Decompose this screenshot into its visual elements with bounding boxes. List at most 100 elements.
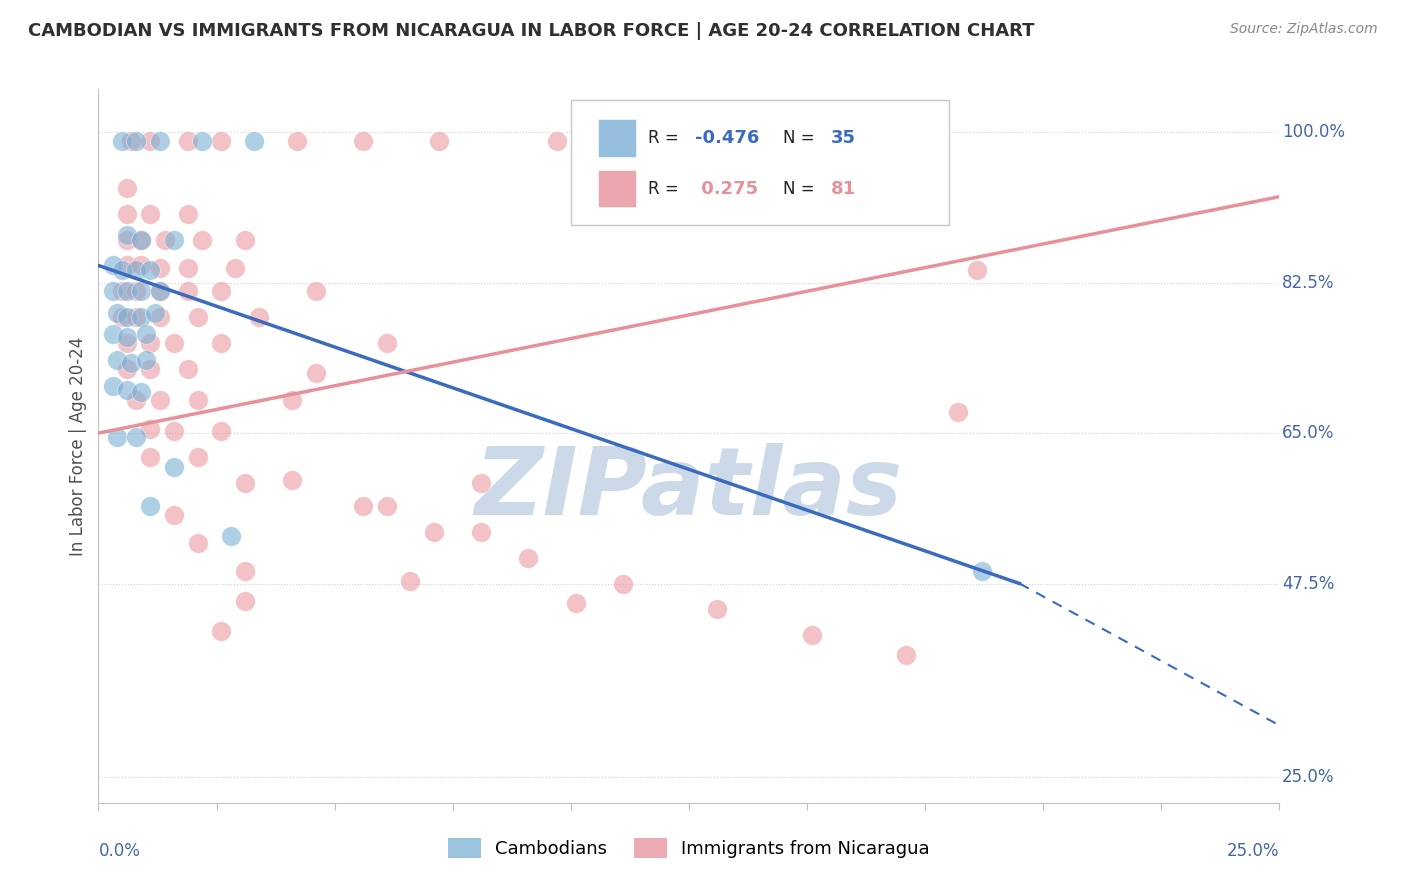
Y-axis label: In Labor Force | Age 20-24: In Labor Force | Age 20-24 — [69, 336, 87, 556]
Text: ZIPatlas: ZIPatlas — [475, 442, 903, 535]
Point — [125, 262, 148, 277]
Point — [163, 460, 186, 475]
Point — [966, 262, 988, 277]
Point — [121, 134, 143, 148]
FancyBboxPatch shape — [598, 120, 636, 157]
Point — [149, 134, 172, 148]
Point — [115, 383, 138, 397]
Point — [352, 134, 374, 148]
Point — [281, 393, 304, 408]
Point — [139, 134, 162, 148]
Point — [139, 262, 162, 277]
Point — [209, 624, 232, 638]
Point — [129, 233, 152, 247]
Point — [115, 310, 138, 324]
Point — [139, 450, 162, 465]
Text: N =: N = — [783, 129, 820, 147]
Point — [191, 233, 214, 247]
Point — [191, 134, 214, 148]
Point — [111, 262, 134, 277]
Text: 25.0%: 25.0% — [1282, 768, 1334, 786]
Point — [149, 285, 172, 299]
Point — [115, 181, 138, 195]
Point — [115, 233, 138, 247]
Text: N =: N = — [783, 180, 820, 198]
Point — [782, 134, 804, 148]
Point — [470, 524, 492, 539]
Point — [105, 353, 128, 368]
Point — [177, 285, 200, 299]
Point — [187, 393, 209, 408]
Point — [115, 361, 138, 376]
Text: R =: R = — [648, 180, 683, 198]
Point — [111, 285, 134, 299]
Point — [135, 353, 157, 368]
FancyBboxPatch shape — [598, 170, 636, 208]
Point — [101, 259, 124, 273]
Point — [612, 576, 634, 591]
Text: CAMBODIAN VS IMMIGRANTS FROM NICARAGUA IN LABOR FORCE | AGE 20-24 CORRELATION CH: CAMBODIAN VS IMMIGRANTS FROM NICARAGUA I… — [28, 22, 1035, 40]
Text: 81: 81 — [831, 180, 856, 198]
Point — [177, 207, 200, 221]
Point — [423, 524, 446, 539]
Legend: Cambodians, Immigrants from Nicaragua: Cambodians, Immigrants from Nicaragua — [441, 830, 936, 865]
Point — [115, 330, 138, 344]
Point — [149, 393, 172, 408]
Text: 82.5%: 82.5% — [1282, 274, 1334, 292]
Text: 100.0%: 100.0% — [1282, 123, 1344, 141]
Point — [139, 207, 162, 221]
Point — [101, 327, 124, 342]
Point — [163, 233, 186, 247]
Point — [224, 260, 246, 275]
Text: 35: 35 — [831, 129, 856, 147]
Point — [247, 310, 270, 324]
Point — [800, 628, 823, 642]
Point — [125, 393, 148, 408]
Point — [115, 207, 138, 221]
Point — [163, 425, 186, 439]
Point — [125, 134, 148, 148]
Point — [209, 425, 232, 439]
Point — [187, 310, 209, 324]
Point — [470, 475, 492, 490]
Point — [149, 260, 172, 275]
Point — [105, 306, 128, 320]
Point — [285, 134, 308, 148]
Point — [375, 499, 398, 513]
Point — [305, 366, 328, 380]
Point — [105, 430, 128, 444]
Point — [209, 335, 232, 350]
Point — [129, 384, 152, 399]
Point — [233, 233, 256, 247]
Point — [111, 134, 134, 148]
FancyBboxPatch shape — [571, 100, 949, 225]
Point — [115, 228, 138, 243]
Point — [177, 361, 200, 376]
Point — [139, 499, 162, 513]
Text: 47.5%: 47.5% — [1282, 574, 1334, 592]
Point — [187, 536, 209, 550]
Point — [399, 574, 422, 588]
Point — [129, 233, 152, 247]
Point — [517, 550, 540, 565]
Point — [427, 134, 450, 148]
Point — [948, 404, 970, 418]
Point — [233, 475, 256, 490]
Point — [139, 422, 162, 436]
Point — [706, 602, 728, 616]
Point — [143, 306, 166, 320]
Text: -0.476: -0.476 — [695, 129, 759, 147]
Point — [129, 310, 152, 324]
Point — [896, 648, 918, 662]
Point — [243, 134, 266, 148]
Point — [101, 379, 124, 393]
Point — [153, 233, 176, 247]
Point — [125, 310, 148, 324]
Point — [177, 134, 200, 148]
Point — [125, 430, 148, 444]
Text: 0.0%: 0.0% — [98, 842, 141, 860]
Text: 25.0%: 25.0% — [1227, 842, 1279, 860]
Point — [177, 260, 200, 275]
Point — [209, 285, 232, 299]
Point — [101, 285, 124, 299]
